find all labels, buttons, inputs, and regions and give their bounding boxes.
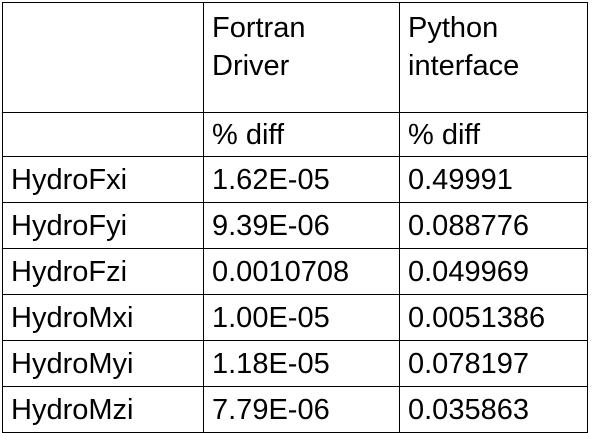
fortran-value: 0.0010708 (203, 248, 400, 295)
header-row: Fortran Driver Python interface (2, 2, 588, 113)
row-label: HydroMzi (2, 386, 204, 433)
header-python-line2: interface (408, 50, 520, 82)
row-label: HydroFyi (2, 202, 204, 249)
fortran-value: 1.18E-05 (203, 340, 400, 387)
row-label: HydroFxi (2, 156, 204, 203)
fortran-value: 7.79E-06 (203, 386, 400, 433)
header-python-line1: Python (408, 12, 499, 44)
python-value: 0.49991 (399, 156, 588, 203)
python-value: 0.078197 (399, 340, 588, 387)
row-label: HydroMxi (2, 294, 204, 341)
table-row: HydroFxi 1.62E-05 0.49991 (2, 156, 588, 203)
header-fortran-driver: Fortran Driver (203, 2, 400, 113)
fortran-value: 1.00E-05 (203, 294, 400, 341)
subheader-python-diff: % diff (399, 112, 588, 157)
python-value: 0.035863 (399, 386, 588, 433)
python-value: 0.0051386 (399, 294, 588, 341)
header-corner-cell (2, 2, 204, 113)
header-python-interface: Python interface (399, 2, 588, 113)
header-fortran-line2: Driver (212, 50, 290, 82)
table-row: HydroFzi 0.0010708 0.049969 (2, 248, 588, 295)
python-value: 0.088776 (399, 202, 588, 249)
subheader-corner-cell (2, 112, 204, 157)
fortran-value: 9.39E-06 (203, 202, 400, 249)
python-value: 0.049969 (399, 248, 588, 295)
subheader-fortran-diff: % diff (203, 112, 400, 157)
table-row: HydroMzi 7.79E-06 0.035863 (2, 386, 588, 433)
table-row: HydroMyi 1.18E-05 0.078197 (2, 340, 588, 387)
row-label: HydroFzi (2, 248, 204, 295)
subheader-row: % diff % diff (2, 112, 588, 157)
table-row: HydroMxi 1.00E-05 0.0051386 (2, 294, 588, 341)
fortran-value: 1.62E-05 (203, 156, 400, 203)
row-label: HydroMyi (2, 340, 204, 387)
comparison-table: Fortran Driver Python interface % diff %… (2, 2, 588, 433)
header-fortran-line1: Fortran (212, 12, 306, 44)
table-row: HydroFyi 9.39E-06 0.088776 (2, 202, 588, 249)
